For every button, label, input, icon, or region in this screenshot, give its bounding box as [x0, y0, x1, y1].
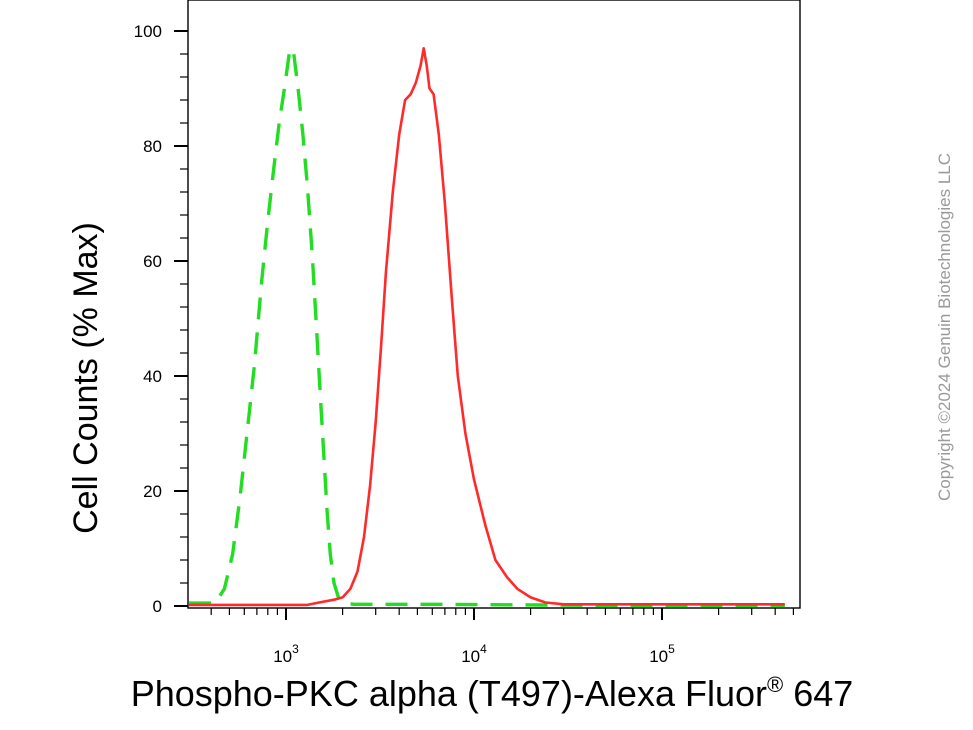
y-tick-label: 100	[134, 22, 162, 41]
x-axis-title-registered-mark: ®	[767, 672, 783, 697]
y-tick-label: 80	[143, 137, 162, 156]
x-tick-label: 104	[461, 642, 487, 666]
x-axis-title-main: Phospho-PKC alpha (T497)-Alexa Fluor	[131, 673, 767, 714]
x-tick-base: 10	[649, 647, 668, 666]
x-axis-title: Phospho-PKC alpha (T497)-Alexa Fluor® 64…	[131, 672, 854, 714]
plot-frame	[187, 0, 801, 609]
y-tick-label: 40	[143, 367, 162, 386]
control-histogram-line	[189, 46, 785, 608]
x-tick-exponent: 4	[480, 642, 487, 656]
x-axis-ticks: 103 104 105	[210, 608, 795, 666]
x-tick-label: 105	[649, 642, 675, 666]
x-axis-title-suffix: 647	[783, 673, 853, 714]
histogram-curves	[189, 46, 785, 608]
y-axis-title: Cell Counts (% Max)	[67, 222, 105, 534]
x-tick-base: 10	[273, 647, 292, 666]
x-tick-base: 10	[461, 647, 480, 666]
y-axis-ticks: 0 20 40 60 80 100	[134, 22, 188, 616]
y-tick-label: 0	[153, 597, 162, 616]
x-tick-label: 103	[273, 642, 299, 666]
y-tick-label: 60	[143, 252, 162, 271]
copyright-watermark: Copyright ©2024 Genuin Biotechnologies L…	[935, 153, 954, 501]
x-tick-exponent: 5	[668, 642, 675, 656]
sample-histogram-line	[189, 46, 785, 607]
x-tick-exponent: 3	[292, 642, 299, 656]
y-tick-label: 20	[143, 482, 162, 501]
